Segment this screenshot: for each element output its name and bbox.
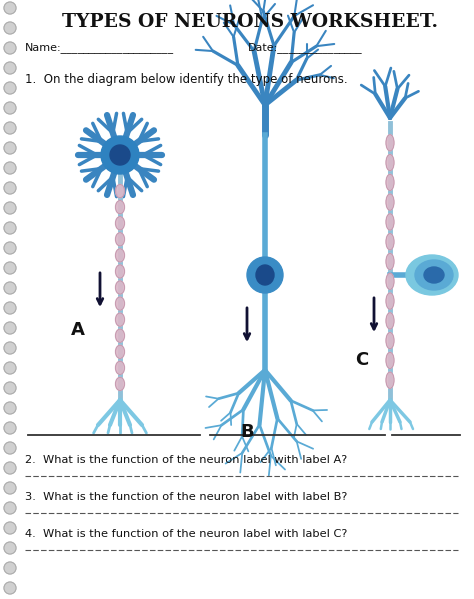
- Circle shape: [4, 402, 16, 414]
- Circle shape: [4, 362, 16, 374]
- Text: 3.  What is the function of the neuron label with label B?: 3. What is the function of the neuron la…: [25, 492, 347, 502]
- Ellipse shape: [386, 174, 394, 190]
- Ellipse shape: [386, 372, 394, 388]
- Text: A: A: [71, 321, 85, 339]
- Ellipse shape: [116, 345, 125, 358]
- Ellipse shape: [116, 361, 125, 374]
- Ellipse shape: [110, 145, 130, 165]
- Ellipse shape: [116, 265, 125, 278]
- Ellipse shape: [415, 260, 453, 290]
- Circle shape: [4, 62, 16, 74]
- Circle shape: [4, 302, 16, 314]
- Ellipse shape: [116, 377, 125, 391]
- Circle shape: [4, 502, 16, 514]
- Circle shape: [4, 462, 16, 474]
- Text: Date:_______________: Date:_______________: [248, 43, 363, 53]
- Ellipse shape: [116, 297, 125, 310]
- Circle shape: [4, 142, 16, 154]
- Circle shape: [4, 2, 16, 14]
- Circle shape: [4, 262, 16, 274]
- Ellipse shape: [116, 281, 125, 294]
- Circle shape: [4, 322, 16, 334]
- Text: B: B: [240, 423, 254, 441]
- Text: TYPES OF NEURONS WORKSHEET.: TYPES OF NEURONS WORKSHEET.: [62, 13, 438, 31]
- Ellipse shape: [116, 329, 125, 342]
- Ellipse shape: [116, 217, 125, 230]
- Text: 2.  What is the function of the neuron label with label A?: 2. What is the function of the neuron la…: [25, 455, 347, 465]
- Circle shape: [4, 222, 16, 234]
- Circle shape: [4, 202, 16, 214]
- Ellipse shape: [386, 352, 394, 368]
- Text: 4.  What is the function of the neuron label with label C?: 4. What is the function of the neuron la…: [25, 529, 347, 539]
- Ellipse shape: [116, 201, 125, 214]
- Circle shape: [4, 422, 16, 434]
- Circle shape: [4, 582, 16, 594]
- Ellipse shape: [116, 232, 125, 246]
- Circle shape: [4, 22, 16, 34]
- Ellipse shape: [386, 194, 394, 210]
- Circle shape: [4, 282, 16, 294]
- Ellipse shape: [386, 253, 394, 270]
- Circle shape: [4, 42, 16, 54]
- Ellipse shape: [247, 257, 283, 293]
- Circle shape: [4, 102, 16, 114]
- Circle shape: [4, 562, 16, 574]
- Ellipse shape: [386, 332, 394, 349]
- Ellipse shape: [386, 135, 394, 151]
- Circle shape: [4, 242, 16, 254]
- Circle shape: [4, 482, 16, 494]
- Ellipse shape: [116, 184, 125, 198]
- Ellipse shape: [386, 313, 394, 329]
- Circle shape: [4, 122, 16, 134]
- Circle shape: [4, 162, 16, 174]
- Circle shape: [4, 82, 16, 94]
- Ellipse shape: [386, 155, 394, 171]
- Text: Name:____________________: Name:____________________: [25, 43, 174, 53]
- Ellipse shape: [101, 136, 139, 174]
- Ellipse shape: [386, 293, 394, 309]
- Ellipse shape: [116, 249, 125, 262]
- Ellipse shape: [406, 255, 458, 295]
- Ellipse shape: [256, 265, 274, 285]
- Circle shape: [4, 342, 16, 354]
- Ellipse shape: [386, 214, 394, 230]
- Circle shape: [4, 542, 16, 554]
- Circle shape: [4, 382, 16, 394]
- Ellipse shape: [116, 313, 125, 326]
- Ellipse shape: [424, 267, 444, 283]
- Text: C: C: [356, 351, 369, 369]
- Ellipse shape: [386, 234, 394, 250]
- Circle shape: [4, 182, 16, 194]
- Ellipse shape: [386, 273, 394, 289]
- Circle shape: [4, 442, 16, 454]
- Circle shape: [4, 522, 16, 534]
- Text: 1.  On the diagram below identify the type of neurons.: 1. On the diagram below identify the typ…: [25, 74, 347, 86]
